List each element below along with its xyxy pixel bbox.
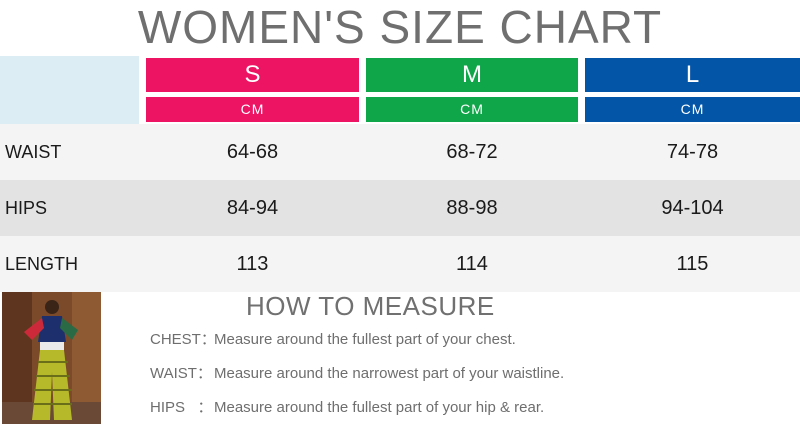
measure-text: Measure around the fullest part of your … (214, 331, 516, 348)
measure-key: CHEST： (150, 331, 216, 348)
header-corner-cell (0, 56, 139, 124)
table-cell: 113 (236, 253, 269, 275)
table-row-waist: WAIST 64-68 68-72 74-78 (0, 124, 800, 180)
measure-item-chest: CHEST：Measure around the fullest part of… (150, 330, 516, 350)
table-cell: 74-78 (666, 141, 719, 163)
table-cell: 68-72 (446, 141, 498, 163)
unit-header-l: CM (585, 97, 800, 122)
table-cell: 115 (676, 253, 709, 275)
measure-item-waist: WAIST： Measure around the narrowest part … (150, 364, 564, 384)
table-row-hips: HIPS 84-94 88-98 94-104 (0, 180, 800, 236)
measure-text: Measure around the fullest part of your … (214, 399, 545, 416)
unit-header-s: CM (146, 97, 359, 122)
page-title: WOMEN'S SIZE CHART (137, 1, 663, 53)
measure-key: HIPS ： (150, 399, 213, 416)
how-to-measure-title: HOW TO MEASURE (246, 291, 495, 321)
unit-header-m: CM (366, 97, 578, 122)
row-label: LENGTH (5, 254, 79, 274)
table-cell: 88-98 (446, 197, 498, 219)
table-cell: 64-68 (226, 141, 279, 163)
size-header-m: M (366, 58, 578, 92)
table-cell: 94-104 (661, 197, 724, 219)
model-photo (2, 292, 101, 424)
table-cell: 84-94 (226, 197, 279, 219)
row-label: HIPS (5, 198, 48, 218)
table-row-length: LENGTH 113 114 115 (0, 236, 800, 292)
measure-item-hips: HIPS ：Measure around the fullest part of… (150, 398, 544, 418)
size-header-l: L (585, 58, 800, 92)
size-header-s: S (146, 58, 359, 92)
table-cell: 114 (456, 253, 488, 275)
measure-text: Measure around the narrowest part of you… (214, 365, 565, 382)
row-label: WAIST (5, 142, 62, 162)
measure-key: WAIST： (150, 365, 212, 382)
